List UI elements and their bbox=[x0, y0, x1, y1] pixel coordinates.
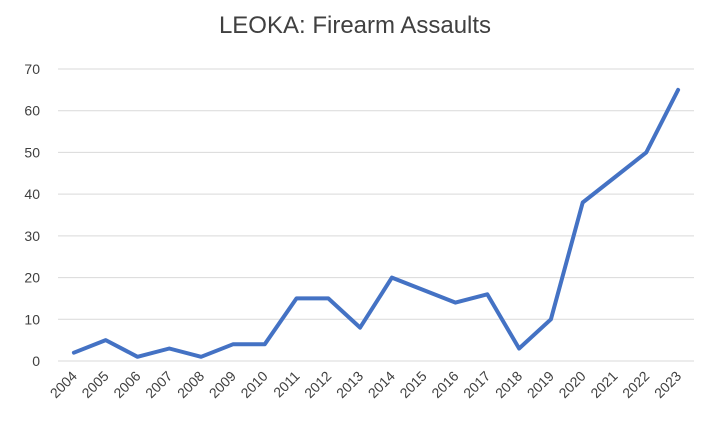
y-tick-label: 10 bbox=[24, 311, 40, 327]
x-tick-label: 2022 bbox=[619, 368, 652, 401]
x-tick-label: 2017 bbox=[460, 368, 493, 401]
x-tick-label: 2006 bbox=[110, 368, 143, 401]
chart-title: LEOKA: Firearm Assaults bbox=[218, 12, 492, 39]
y-tick-label: 60 bbox=[24, 103, 40, 119]
x-tick-label: 2005 bbox=[78, 368, 111, 401]
y-tick-label: 20 bbox=[24, 270, 40, 286]
x-tick-label: 2019 bbox=[524, 368, 557, 401]
y-tick-label: 70 bbox=[24, 61, 40, 77]
x-tick-label: 2008 bbox=[174, 368, 207, 401]
y-tick-label: 50 bbox=[24, 144, 40, 160]
x-tick-label: 2004 bbox=[47, 368, 80, 401]
x-tick-label: 2012 bbox=[301, 368, 334, 401]
x-tick-label: 2021 bbox=[587, 368, 620, 401]
x-tick-label: 2010 bbox=[237, 368, 270, 401]
y-tick-label: 40 bbox=[24, 186, 40, 202]
x-tick-label: 2018 bbox=[492, 368, 525, 401]
series-line-0 bbox=[71, 87, 681, 359]
x-tick-label: 2013 bbox=[333, 368, 366, 401]
x-tick-label: 2023 bbox=[651, 368, 684, 401]
x-tick-label: 2016 bbox=[428, 368, 461, 401]
x-tick-label: 2009 bbox=[206, 368, 239, 401]
x-tick-label: 2015 bbox=[396, 368, 429, 401]
x-tick-label: 2007 bbox=[142, 368, 175, 401]
x-tick-label: 2014 bbox=[365, 368, 398, 401]
y-tick-label: 30 bbox=[24, 228, 40, 244]
y-tick-label: 0 bbox=[32, 353, 40, 369]
x-tick-label: 2020 bbox=[555, 368, 588, 401]
x-tick-label: 2011 bbox=[270, 368, 303, 401]
